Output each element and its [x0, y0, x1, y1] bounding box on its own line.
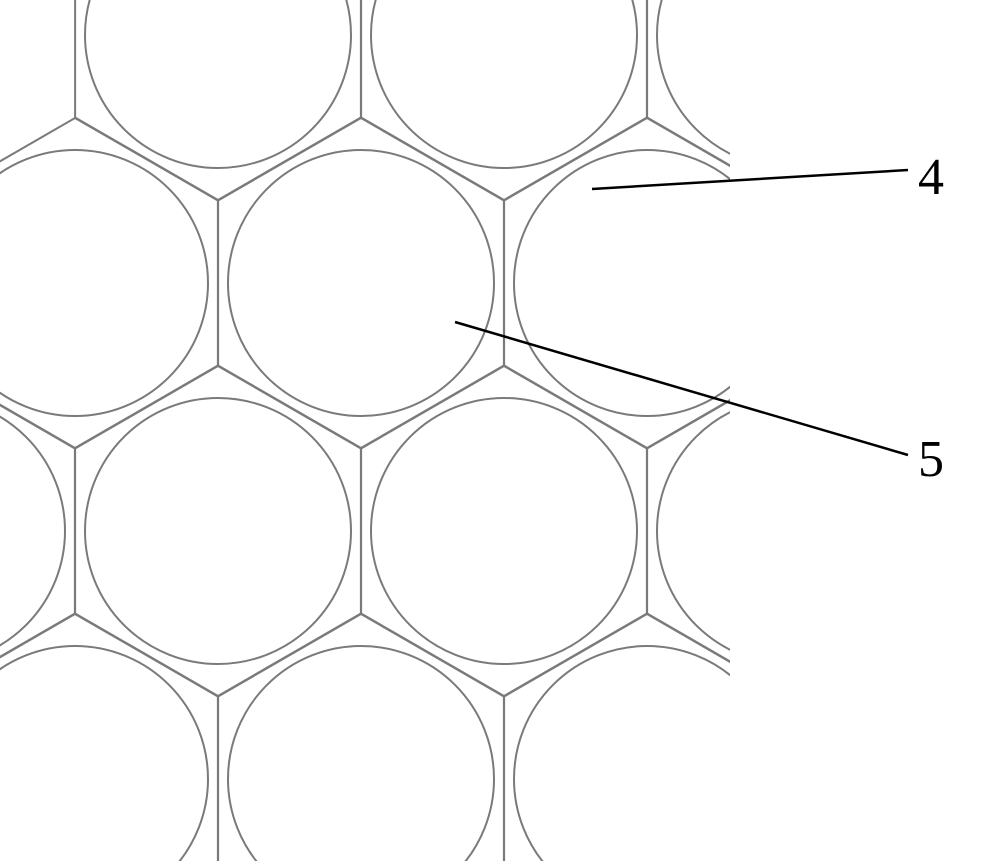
- leader-line-label-5: [455, 322, 908, 455]
- leader-line-label-4: [592, 170, 908, 189]
- annotation-overlay: [0, 0, 1000, 861]
- annotation-label-5: 5: [918, 430, 944, 489]
- annotation-label-4: 4: [918, 148, 944, 207]
